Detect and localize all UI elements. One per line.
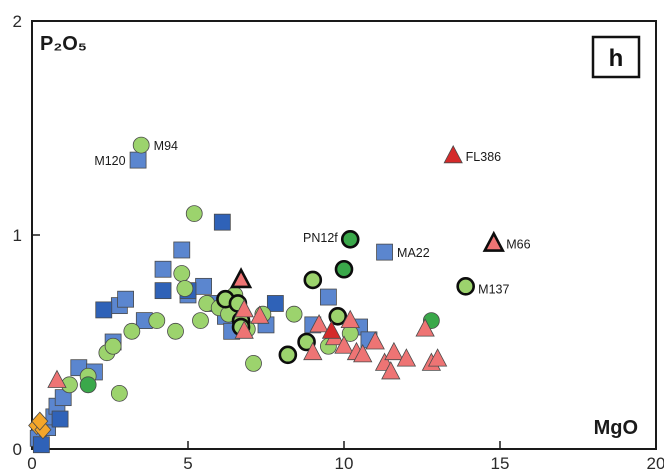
triangle-marker bbox=[340, 309, 360, 329]
panel-label: h bbox=[609, 45, 624, 72]
triangle-marker bbox=[250, 305, 270, 324]
triangle-marker bbox=[353, 343, 373, 363]
circle-marker bbox=[334, 259, 354, 279]
x-tick-label: 10 bbox=[335, 454, 354, 472]
point-annotation: M94 bbox=[154, 139, 178, 153]
square-marker bbox=[154, 260, 172, 278]
point-annotation: M66 bbox=[506, 238, 530, 252]
square-marker bbox=[173, 241, 191, 259]
circle-marker bbox=[303, 270, 323, 290]
triangle-marker bbox=[415, 318, 435, 337]
diamond-marker bbox=[31, 411, 49, 431]
point-annotation: M120 bbox=[94, 154, 125, 168]
square-marker bbox=[213, 213, 231, 231]
y-tick-label: 0 bbox=[13, 440, 22, 459]
circle-marker bbox=[123, 322, 141, 340]
circle-marker bbox=[340, 229, 360, 249]
square-marker bbox=[376, 243, 393, 261]
circle-marker bbox=[245, 354, 262, 372]
y-axis-title: P₂O₅ bbox=[40, 33, 87, 55]
circle-marker bbox=[167, 322, 184, 340]
circle-marker bbox=[297, 332, 316, 352]
triangle-marker bbox=[234, 320, 254, 339]
square-marker bbox=[266, 295, 284, 312]
circle-marker bbox=[185, 205, 203, 223]
x-tick-label: 15 bbox=[491, 454, 510, 472]
circle-marker bbox=[132, 136, 150, 154]
triangle-marker bbox=[234, 299, 254, 318]
triangle-marker bbox=[309, 314, 329, 333]
circle-marker bbox=[148, 312, 166, 330]
triangle-marker bbox=[334, 335, 354, 354]
square-marker bbox=[95, 301, 113, 319]
triangle-marker bbox=[384, 341, 404, 361]
circle-marker bbox=[173, 265, 191, 282]
square-marker bbox=[32, 436, 50, 454]
square-marker bbox=[129, 151, 147, 169]
y-tick-label: 2 bbox=[13, 12, 22, 31]
x-tick-label: 5 bbox=[183, 454, 192, 472]
triangle-marker bbox=[321, 320, 342, 339]
square-marker bbox=[117, 290, 134, 308]
circle-marker bbox=[278, 345, 298, 365]
point-annotation: PN12f bbox=[303, 231, 338, 245]
triangle-marker bbox=[443, 144, 463, 164]
point-annotation: FL386 bbox=[466, 150, 501, 164]
triangle-marker bbox=[381, 361, 401, 380]
triangle-marker bbox=[396, 348, 417, 367]
square-marker bbox=[319, 288, 337, 306]
circle-marker bbox=[192, 312, 209, 330]
triangle-marker bbox=[482, 230, 505, 252]
x-tick-label: 20 bbox=[647, 454, 664, 472]
triangle-marker bbox=[229, 267, 253, 289]
square-marker bbox=[51, 410, 69, 428]
square-marker bbox=[195, 277, 213, 295]
circle-marker bbox=[328, 307, 348, 326]
circle-marker bbox=[110, 384, 128, 402]
panel-label-box: h bbox=[591, 35, 641, 79]
x-tick-label: 0 bbox=[27, 454, 36, 472]
triangle-marker bbox=[365, 331, 385, 350]
x-axis-title: MgO bbox=[594, 417, 638, 439]
triangle-marker bbox=[47, 369, 67, 388]
point-annotation: MA22 bbox=[397, 246, 430, 260]
circle-marker bbox=[79, 376, 97, 394]
square-marker bbox=[154, 282, 172, 300]
y-tick-label: 1 bbox=[13, 226, 22, 245]
circle-marker bbox=[456, 277, 475, 296]
circle-marker bbox=[176, 280, 194, 297]
point-annotation: M137 bbox=[478, 283, 509, 297]
circle-marker bbox=[285, 305, 303, 323]
circle-marker bbox=[104, 337, 122, 355]
triangle-marker bbox=[427, 348, 448, 367]
triangle-marker bbox=[303, 341, 323, 361]
